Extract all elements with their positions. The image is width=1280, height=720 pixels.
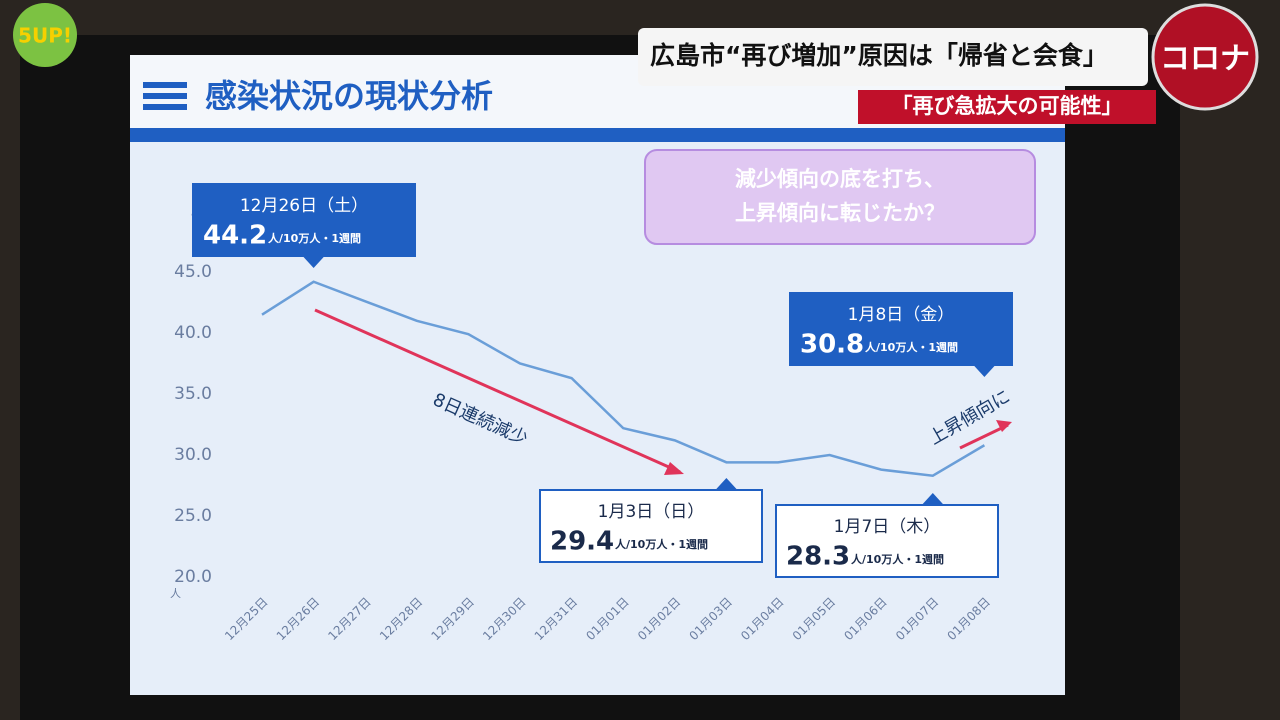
y-unit: 人 — [170, 587, 181, 600]
logo-bg — [13, 3, 77, 67]
slide-title: 感染状況の現状分析 — [205, 77, 493, 115]
bubble — [644, 149, 1036, 245]
y-tick-label: 40.0 — [174, 323, 212, 343]
headline-box — [638, 28, 1148, 86]
callout-box — [775, 504, 999, 578]
y-tick-label: 20.0 — [174, 567, 212, 587]
data-label: 29.4 — [550, 527, 614, 557]
title-icon — [143, 82, 187, 110]
callout-box — [539, 489, 763, 563]
callout-unit: 人/10万人・1週間 — [851, 552, 944, 566]
tag: コロナ — [1160, 42, 1250, 77]
bubble-line: 減少傾向の底を打ち、 — [735, 167, 945, 191]
callout-unit: 人/10万人・1週間 — [865, 340, 958, 354]
subline: 「再び急拡大の可能性」 — [892, 94, 1123, 118]
callout-box — [192, 183, 416, 257]
bubble-line: 上昇傾向に転じたか？ — [735, 201, 945, 225]
headline: 広島市“再び増加”原因は「帰省と会食」 — [650, 41, 1108, 70]
series-line — [261, 280, 986, 478]
arrow-head — [664, 462, 684, 475]
data-label: 44.2 — [203, 221, 267, 251]
arrow — [314, 308, 681, 474]
y-tick-label: 30.0 — [174, 445, 212, 465]
callout-box — [789, 292, 1013, 366]
arrow — [959, 423, 1009, 450]
callout-date: 1月8日（金） — [848, 305, 955, 325]
callout-date: 1月3日（日） — [598, 502, 705, 522]
logo: 5UP! — [18, 24, 72, 48]
arrow-head — [996, 420, 1012, 432]
subline-box — [858, 90, 1156, 124]
data-label: 30.8 — [800, 330, 864, 360]
callout-unit: 人/10万人・1週間 — [615, 537, 708, 551]
callout-pointer — [715, 478, 738, 490]
callout-pointer — [921, 493, 944, 505]
callout-pointer — [973, 365, 996, 377]
tag-circle — [1151, 3, 1259, 111]
callout-date: 1月7日（木） — [834, 517, 941, 537]
y-tick-label: 45.0 — [174, 262, 212, 282]
callout-unit: 人/10万人・1週間 — [268, 231, 361, 245]
data-label: 28.3 — [786, 542, 850, 572]
callout-pointer — [302, 256, 325, 268]
y-tick-label: 35.0 — [174, 384, 212, 404]
header-rule — [130, 128, 1065, 142]
y-tick-label: 25.0 — [174, 506, 212, 526]
callout-date: 12月26日（土） — [240, 196, 368, 216]
